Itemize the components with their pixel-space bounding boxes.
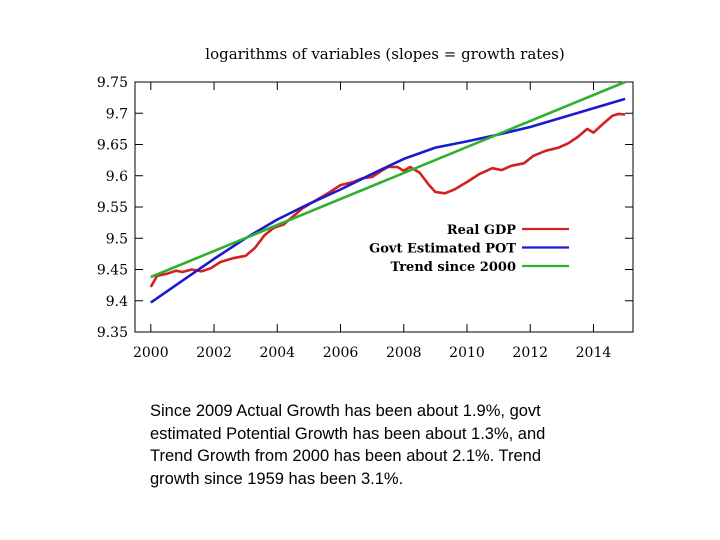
legend-label: Trend since 2000 — [390, 260, 516, 275]
legend-label: Real GDP — [447, 223, 516, 238]
y-tick-label: 9.6 — [106, 169, 128, 185]
x-tick-label: 2010 — [449, 345, 485, 361]
y-tick-label: 9.4 — [106, 294, 128, 310]
caption-line: Since 2009 Actual Growth has been about … — [150, 402, 541, 420]
legend-label: Govt Estimated POT — [369, 242, 516, 257]
x-tick-label: 2000 — [133, 345, 169, 361]
y-tick-label: 9.35 — [97, 325, 128, 341]
chart-title: logarithms of variables (slopes = growth… — [205, 45, 564, 63]
y-tick-label: 9.5 — [106, 231, 128, 247]
x-tick-label: 2004 — [259, 345, 295, 361]
x-tick-label: 2002 — [196, 345, 232, 361]
series-line-trend-since-2000 — [150, 80, 626, 279]
series-line-govt-estimated-pot — [150, 97, 626, 304]
y-tick-label: 9.55 — [97, 200, 128, 216]
caption-line: growth since 1959 has been 3.1%. — [150, 469, 404, 488]
y-tick-label: 9.45 — [97, 263, 128, 279]
caption-line: estimated Potential Growth has been abou… — [150, 424, 546, 443]
x-tick-label: 2014 — [576, 345, 612, 361]
x-tick-label: 2012 — [512, 345, 548, 361]
y-tick-label: 9.75 — [97, 75, 128, 91]
caption: Since 2009 Actual Growth has been about … — [150, 400, 610, 490]
x-tick-label: 2008 — [386, 345, 422, 361]
series-line-real-gdp — [149, 112, 626, 288]
x-tick-label: 2006 — [323, 345, 359, 361]
caption-line: Trend Growth from 2000 has been about 2.… — [150, 447, 542, 465]
y-tick-label: 9.7 — [106, 106, 128, 122]
y-tick-label: 9.65 — [97, 138, 128, 154]
